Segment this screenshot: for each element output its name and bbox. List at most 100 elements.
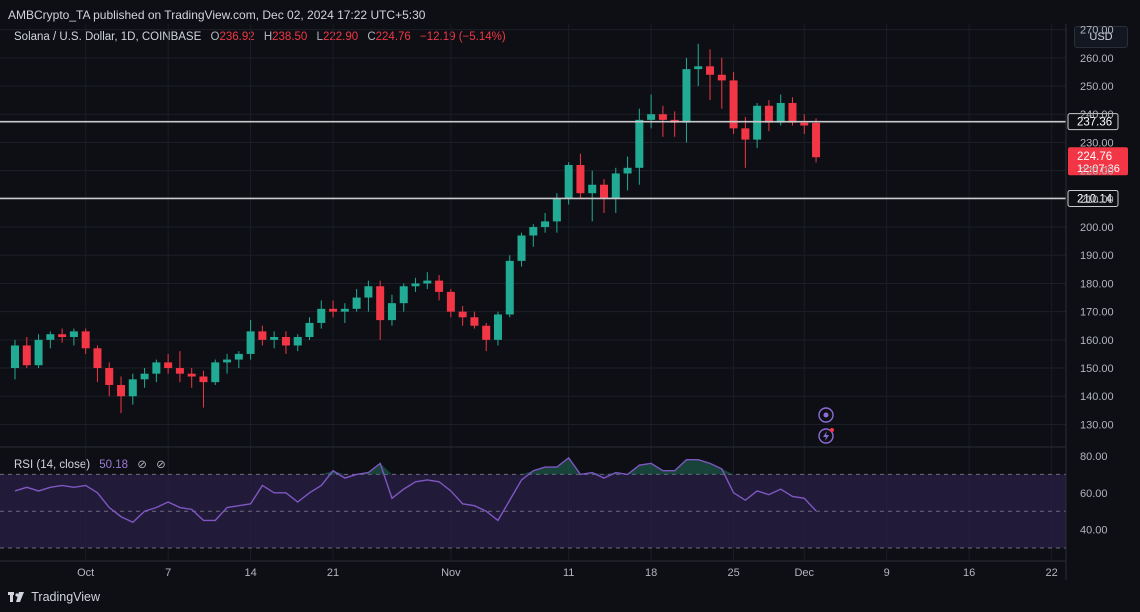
currency-button[interactable]: USD <box>1074 26 1128 48</box>
candle <box>58 328 67 343</box>
time-tick-label: 11 <box>563 567 574 579</box>
candle-body <box>199 376 208 383</box>
candle <box>270 331 279 349</box>
price-tick-label: 190.00 <box>1080 250 1114 262</box>
compass-icon[interactable] <box>818 407 834 423</box>
low-label: L <box>316 31 323 43</box>
rsi-value: 50.18 <box>99 459 129 471</box>
candle <box>647 94 656 129</box>
rsi-hide-icon[interactable]: ⊘ <box>137 459 147 471</box>
candle <box>69 328 78 346</box>
candle <box>800 114 809 134</box>
time-tick-label: Nov <box>441 567 461 579</box>
candle <box>753 102 762 149</box>
candle-body <box>117 384 126 397</box>
candle-body <box>812 122 821 158</box>
candle <box>812 118 821 163</box>
brand-name: TradingView <box>31 590 101 604</box>
price-tick-label: 250.00 <box>1080 81 1114 93</box>
tradingview-logo-icon <box>8 592 24 602</box>
candle-body <box>423 280 432 284</box>
candle <box>93 345 102 383</box>
candle <box>776 94 785 126</box>
candle <box>741 117 750 168</box>
candle-body <box>105 368 114 385</box>
candle <box>493 311 502 346</box>
candle <box>682 57 691 143</box>
candle <box>340 303 349 323</box>
candle <box>293 334 302 352</box>
level-price-label: 210.14 <box>1077 193 1113 205</box>
price-tick-label: 210.00 <box>1080 194 1114 206</box>
candle-body <box>682 69 691 123</box>
candle <box>470 311 479 329</box>
candle-body <box>399 286 408 304</box>
price-tick-label: 130.00 <box>1080 419 1114 431</box>
time-tick-label: 16 <box>963 567 975 579</box>
candle <box>706 49 715 101</box>
candle-body <box>741 128 750 140</box>
candle <box>175 351 184 383</box>
high-label: H <box>263 31 273 43</box>
candle-body <box>753 105 762 140</box>
candle <box>223 353 232 374</box>
symbol-legend[interactable]: Solana / U.S. Dollar, 1D, COINBASE O236.… <box>14 31 506 43</box>
lightning-icon[interactable] <box>818 428 834 444</box>
candle <box>364 280 373 312</box>
candle <box>234 351 243 369</box>
candle-body <box>352 297 361 309</box>
candle <box>552 193 561 233</box>
candle-body <box>175 368 184 374</box>
candle <box>34 334 43 369</box>
candle-body <box>694 66 703 70</box>
time-tick-label: 18 <box>645 567 657 579</box>
candle <box>317 300 326 329</box>
open-label: O <box>210 31 220 43</box>
candle-body <box>187 373 196 377</box>
candle <box>717 57 726 109</box>
rsi-legend[interactable]: RSI (14, close) 50.18 ⊘ ⊘ <box>14 457 166 471</box>
candle-body <box>800 122 809 126</box>
candle-body <box>647 114 656 120</box>
candle-body <box>364 286 373 298</box>
candle-body <box>717 74 726 81</box>
time-tick-label: 22 <box>1046 567 1058 579</box>
candle <box>258 325 267 346</box>
candle <box>187 368 196 388</box>
price-tick-label: 140.00 <box>1080 391 1114 403</box>
candle <box>211 359 220 385</box>
rsi-tick-label: 80.00 <box>1080 451 1108 463</box>
candle <box>11 339 19 380</box>
rsi-overbought-fill <box>321 457 734 475</box>
candle <box>788 97 797 126</box>
publisher-text: AMBCrypto_TA published on TradingView.co… <box>8 8 426 22</box>
candle <box>423 272 432 290</box>
candle <box>305 317 314 340</box>
candle-series <box>11 43 821 414</box>
candle-body <box>552 198 561 222</box>
candle-body <box>611 173 620 199</box>
price-tick-label: 180.00 <box>1080 278 1114 290</box>
candle <box>600 179 608 213</box>
candle-body <box>340 308 349 312</box>
rsi-band-area <box>0 473 1066 549</box>
candle <box>658 105 667 137</box>
rsi-settings-icon[interactable]: ⊘ <box>156 459 166 471</box>
candle-body <box>729 80 738 129</box>
change-value: −12.19 (−5.14%) <box>420 31 506 43</box>
candle-body <box>788 102 797 123</box>
candle <box>117 376 126 414</box>
candle <box>529 224 538 247</box>
candle-body <box>600 184 608 199</box>
rsi-band-fill <box>0 474 1066 548</box>
price-tick-label: 240.00 <box>1080 109 1114 121</box>
candle-body <box>470 317 479 326</box>
candle-body <box>493 314 502 340</box>
symbol-title: Solana / U.S. Dollar, 1D, COINBASE <box>14 31 202 43</box>
time-tick-label: Dec <box>794 567 814 579</box>
tradingview-brand[interactable]: TradingView <box>8 590 100 604</box>
level-price-label: 237.36 <box>1077 117 1112 129</box>
